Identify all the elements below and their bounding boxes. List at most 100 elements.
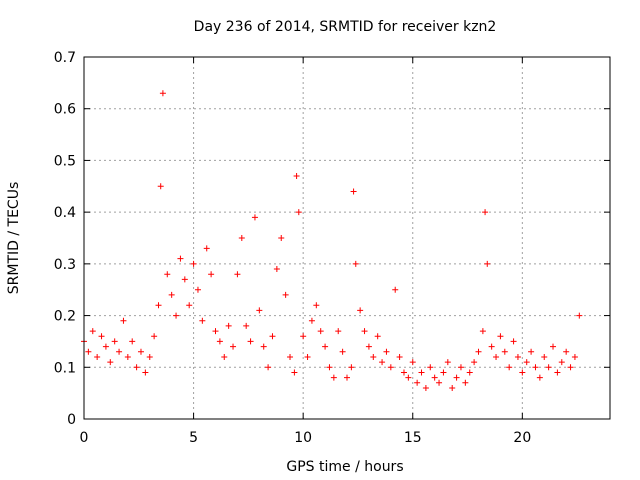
- data-point: [532, 364, 539, 371]
- data-point: [164, 271, 171, 278]
- chart-title: Day 236 of 2014, SRMTID for receiver kzn…: [194, 19, 497, 35]
- data-point: [326, 364, 333, 371]
- data-point: [554, 369, 561, 376]
- data-point: [357, 307, 364, 314]
- data-point: [251, 214, 258, 221]
- data-point: [168, 291, 175, 298]
- data-point: [98, 333, 105, 340]
- x-tick-label: 0: [80, 430, 89, 446]
- data-point: [392, 286, 399, 293]
- y-tick-label: 0: [67, 412, 76, 428]
- data-point: [199, 317, 206, 324]
- data-point: [85, 348, 92, 355]
- data-point: [330, 374, 337, 381]
- x-tick-label: 20: [513, 430, 531, 446]
- data-point: [449, 384, 456, 391]
- data-point: [497, 333, 504, 340]
- data-point: [308, 317, 315, 324]
- data-point: [457, 364, 464, 371]
- data-point: [151, 333, 158, 340]
- data-point: [482, 209, 489, 216]
- data-point: [374, 333, 381, 340]
- data-point: [129, 338, 136, 345]
- data-point: [247, 338, 254, 345]
- data-point: [313, 302, 320, 309]
- axis-ticks: 0 0.1 0.2 0.3 0.4 0.5 0.6 0.7 0 5 10 15 20: [54, 50, 610, 446]
- data-point: [348, 364, 355, 371]
- data-point: [159, 90, 166, 97]
- data-point: [157, 183, 164, 190]
- data-point: [322, 343, 329, 350]
- data-point: [510, 338, 517, 345]
- data-point: [243, 322, 250, 329]
- y-axis-label: SRMTID / TECUs: [6, 182, 22, 295]
- data-point: [177, 255, 184, 262]
- y-tick-label: 0.4: [54, 205, 76, 221]
- data-point: [409, 359, 416, 366]
- data-point: [186, 302, 193, 309]
- data-point: [295, 209, 302, 216]
- data-point: [427, 364, 434, 371]
- data-point: [216, 338, 223, 345]
- data-point: [563, 348, 570, 355]
- data-point: [484, 260, 491, 267]
- data-point: [120, 317, 127, 324]
- data-point: [523, 359, 530, 366]
- data-point: [440, 369, 447, 376]
- data-point: [225, 322, 232, 329]
- data-point: [269, 333, 276, 340]
- data-point: [418, 369, 425, 376]
- data-point: [379, 359, 386, 366]
- y-tick-label: 0.1: [54, 360, 76, 376]
- data-point: [400, 369, 407, 376]
- data-point: [501, 348, 508, 355]
- data-point: [488, 343, 495, 350]
- data-point: [293, 172, 300, 179]
- data-point: [317, 328, 324, 335]
- data-point: [536, 374, 543, 381]
- data-point: [396, 353, 403, 360]
- x-tick-label: 10: [294, 430, 312, 446]
- data-point: [571, 353, 578, 360]
- data-point: [344, 374, 350, 381]
- y-tick-label: 0.7: [54, 50, 76, 66]
- data-point: [107, 359, 114, 366]
- data-point: [124, 353, 131, 360]
- data-point: [304, 353, 311, 360]
- data-point: [278, 235, 285, 241]
- data-point: [422, 384, 429, 391]
- data-point: [558, 359, 565, 366]
- data-point: [208, 271, 215, 278]
- data-point: [291, 369, 298, 376]
- data-point: [94, 353, 101, 360]
- data-point: [256, 307, 263, 314]
- y-tick-label: 0.2: [54, 309, 76, 325]
- data-point: [383, 348, 390, 355]
- data-point: [116, 348, 123, 355]
- data-point: [260, 343, 267, 350]
- data-point: [387, 364, 394, 371]
- data-point: [541, 353, 548, 360]
- data-point: [431, 374, 438, 381]
- data-point: [479, 328, 486, 335]
- data-point: [238, 235, 245, 241]
- data-point: [273, 266, 280, 273]
- data-point: [361, 328, 368, 335]
- x-axis-label: GPS time / hours: [286, 459, 403, 475]
- data-point: [190, 260, 197, 267]
- data-point: [221, 353, 228, 360]
- data-point: [265, 364, 272, 371]
- data-point: [194, 286, 201, 293]
- data-point: [212, 328, 219, 335]
- data-point: [405, 374, 412, 381]
- data-point: [89, 328, 96, 335]
- data-point: [514, 353, 521, 360]
- data-point: [339, 348, 346, 355]
- data-point: [350, 188, 357, 195]
- data-point: [133, 364, 140, 371]
- data-point: [102, 343, 109, 350]
- data-point: [335, 328, 342, 335]
- data-point: [475, 348, 482, 355]
- grid: [84, 57, 610, 419]
